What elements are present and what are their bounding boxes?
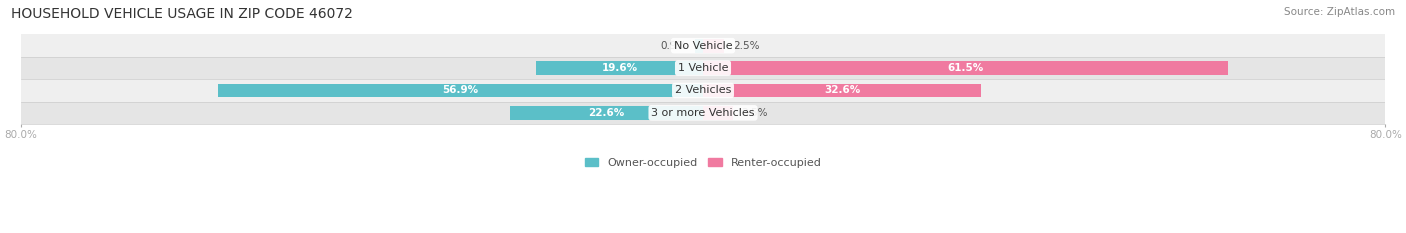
- Bar: [703, 106, 733, 120]
- Bar: [536, 61, 703, 75]
- Bar: [703, 39, 724, 53]
- Legend: Owner-occupied, Renter-occupied: Owner-occupied, Renter-occupied: [585, 158, 821, 168]
- Text: 32.6%: 32.6%: [824, 86, 860, 96]
- Text: HOUSEHOLD VEHICLE USAGE IN ZIP CODE 46072: HOUSEHOLD VEHICLE USAGE IN ZIP CODE 4607…: [11, 7, 353, 21]
- Bar: [696, 39, 703, 53]
- Bar: [703, 83, 981, 97]
- Bar: [21, 34, 1385, 57]
- Text: 56.9%: 56.9%: [443, 86, 478, 96]
- Bar: [21, 79, 1385, 102]
- Text: 22.6%: 22.6%: [589, 108, 624, 118]
- Bar: [21, 102, 1385, 124]
- Text: 1 Vehicle: 1 Vehicle: [678, 63, 728, 73]
- Text: 19.6%: 19.6%: [602, 63, 637, 73]
- Text: Source: ZipAtlas.com: Source: ZipAtlas.com: [1284, 7, 1395, 17]
- Text: 61.5%: 61.5%: [948, 63, 983, 73]
- Text: 0.9%: 0.9%: [661, 41, 686, 51]
- Text: 3 or more Vehicles: 3 or more Vehicles: [651, 108, 755, 118]
- Text: 2.5%: 2.5%: [733, 41, 759, 51]
- Bar: [21, 57, 1385, 79]
- Bar: [510, 106, 703, 120]
- Bar: [218, 83, 703, 97]
- Text: 2 Vehicles: 2 Vehicles: [675, 86, 731, 96]
- Text: No Vehicle: No Vehicle: [673, 41, 733, 51]
- Bar: [703, 61, 1227, 75]
- Text: 3.5%: 3.5%: [741, 108, 768, 118]
